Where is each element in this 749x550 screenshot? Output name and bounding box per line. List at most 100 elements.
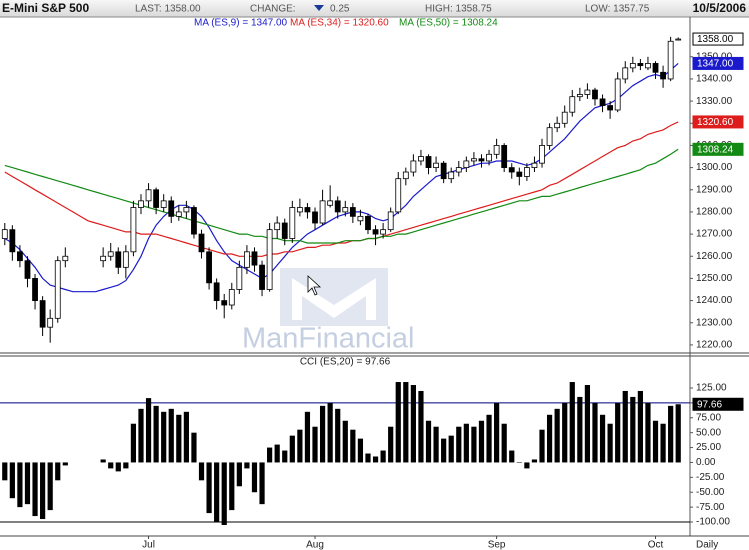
y-tick-label: 1260.00 bbox=[696, 251, 733, 262]
candle-body bbox=[523, 167, 530, 177]
candle-body bbox=[244, 251, 250, 268]
candle-body bbox=[115, 251, 122, 268]
bar bbox=[441, 438, 447, 463]
bar bbox=[221, 462, 227, 525]
bar bbox=[327, 402, 333, 463]
bar bbox=[55, 462, 61, 481]
candle-body bbox=[637, 63, 644, 67]
y-tick-label: 1300.00 bbox=[696, 162, 733, 173]
bar bbox=[145, 398, 152, 463]
indicator-title: CCI (ES,20) = 97.66 bbox=[300, 357, 391, 368]
bar bbox=[645, 402, 651, 463]
y-tick-label: 1220.00 bbox=[696, 340, 733, 351]
candle-body bbox=[387, 211, 394, 231]
bar bbox=[191, 432, 197, 463]
candle-body bbox=[486, 153, 492, 162]
bar bbox=[562, 402, 568, 463]
candle-body bbox=[183, 207, 190, 213]
bar bbox=[380, 450, 386, 463]
bar bbox=[554, 408, 560, 463]
date: 10/5/2006 bbox=[693, 1, 747, 15]
candle-body bbox=[213, 282, 220, 301]
moving-average-line bbox=[4, 121, 679, 257]
bar bbox=[229, 462, 235, 511]
end-value-label: 1347.00 bbox=[697, 59, 734, 70]
bar bbox=[251, 462, 258, 493]
y-tick-label: 1330.00 bbox=[696, 96, 733, 107]
bar bbox=[350, 429, 356, 463]
candle-body bbox=[516, 171, 523, 177]
candle-body bbox=[281, 222, 288, 239]
y-tick-label: -100.00 bbox=[696, 517, 730, 528]
x-tick-label: Oct bbox=[648, 540, 664, 550]
candle-body bbox=[554, 122, 561, 129]
candle-body bbox=[122, 251, 129, 268]
bar bbox=[24, 462, 31, 505]
candle-body bbox=[584, 89, 591, 95]
bar bbox=[615, 402, 621, 463]
candle-body bbox=[675, 38, 682, 41]
bar bbox=[539, 429, 545, 463]
bar bbox=[297, 429, 303, 463]
candle-body bbox=[107, 251, 114, 257]
candle-body bbox=[448, 171, 455, 180]
bar bbox=[622, 390, 628, 463]
candle-body bbox=[54, 260, 61, 319]
bar bbox=[546, 414, 553, 463]
mouse-cursor bbox=[307, 275, 322, 296]
last-price: LAST: 1358.00 bbox=[135, 4, 201, 15]
candle-body bbox=[508, 167, 515, 173]
instrument-title: E-Mini S&P 500 bbox=[2, 1, 89, 15]
candle-body bbox=[372, 229, 379, 235]
candle-body bbox=[402, 171, 409, 180]
candle-body bbox=[410, 160, 417, 173]
candle-body bbox=[304, 207, 311, 213]
header-bar bbox=[0, 0, 749, 17]
bar bbox=[123, 462, 129, 469]
bar bbox=[244, 462, 250, 469]
candle-body bbox=[319, 200, 326, 224]
candle-body bbox=[32, 278, 38, 301]
candle-body bbox=[629, 63, 636, 69]
candle-body bbox=[478, 158, 485, 162]
bar bbox=[40, 462, 46, 520]
bar bbox=[319, 405, 326, 463]
legend-entry: MA (ES,9) = 1347.00 bbox=[194, 18, 288, 29]
candle-body bbox=[9, 229, 16, 253]
bar bbox=[630, 396, 636, 463]
bar bbox=[403, 382, 409, 463]
bar bbox=[660, 423, 666, 463]
candle-body bbox=[100, 255, 107, 262]
y-tick-label: 1280.00 bbox=[696, 207, 733, 218]
candle-body bbox=[47, 317, 54, 328]
candle-body bbox=[24, 260, 31, 279]
candle-body bbox=[168, 200, 175, 217]
periodicity-label: Daily bbox=[696, 540, 718, 550]
end-value-label: 1320.60 bbox=[697, 117, 734, 128]
x-tick-label: Aug bbox=[306, 540, 324, 550]
bar bbox=[516, 462, 522, 463]
bar bbox=[198, 462, 205, 481]
bar bbox=[365, 453, 371, 463]
candle-body bbox=[365, 215, 371, 231]
bar bbox=[592, 402, 598, 463]
x-tick-label: Jul bbox=[142, 540, 155, 550]
y-tick-label: 1240.00 bbox=[696, 295, 733, 306]
bar bbox=[425, 420, 432, 463]
candle-body bbox=[145, 189, 152, 202]
legend-entry: MA (ES,50) = 1308.24 bbox=[399, 18, 498, 29]
candle-body bbox=[546, 127, 553, 146]
bar bbox=[62, 462, 68, 466]
bar bbox=[448, 435, 454, 463]
bar bbox=[599, 414, 606, 463]
candle-body bbox=[259, 264, 265, 290]
y-tick-label: 1290.00 bbox=[696, 184, 733, 195]
bar bbox=[478, 420, 485, 463]
y-tick-label: 25.00 bbox=[696, 442, 721, 453]
bar bbox=[509, 450, 515, 463]
bar bbox=[433, 426, 439, 463]
candle-body bbox=[266, 229, 273, 290]
candle-body bbox=[380, 229, 387, 235]
candle-body bbox=[130, 207, 137, 253]
bar bbox=[32, 462, 38, 517]
